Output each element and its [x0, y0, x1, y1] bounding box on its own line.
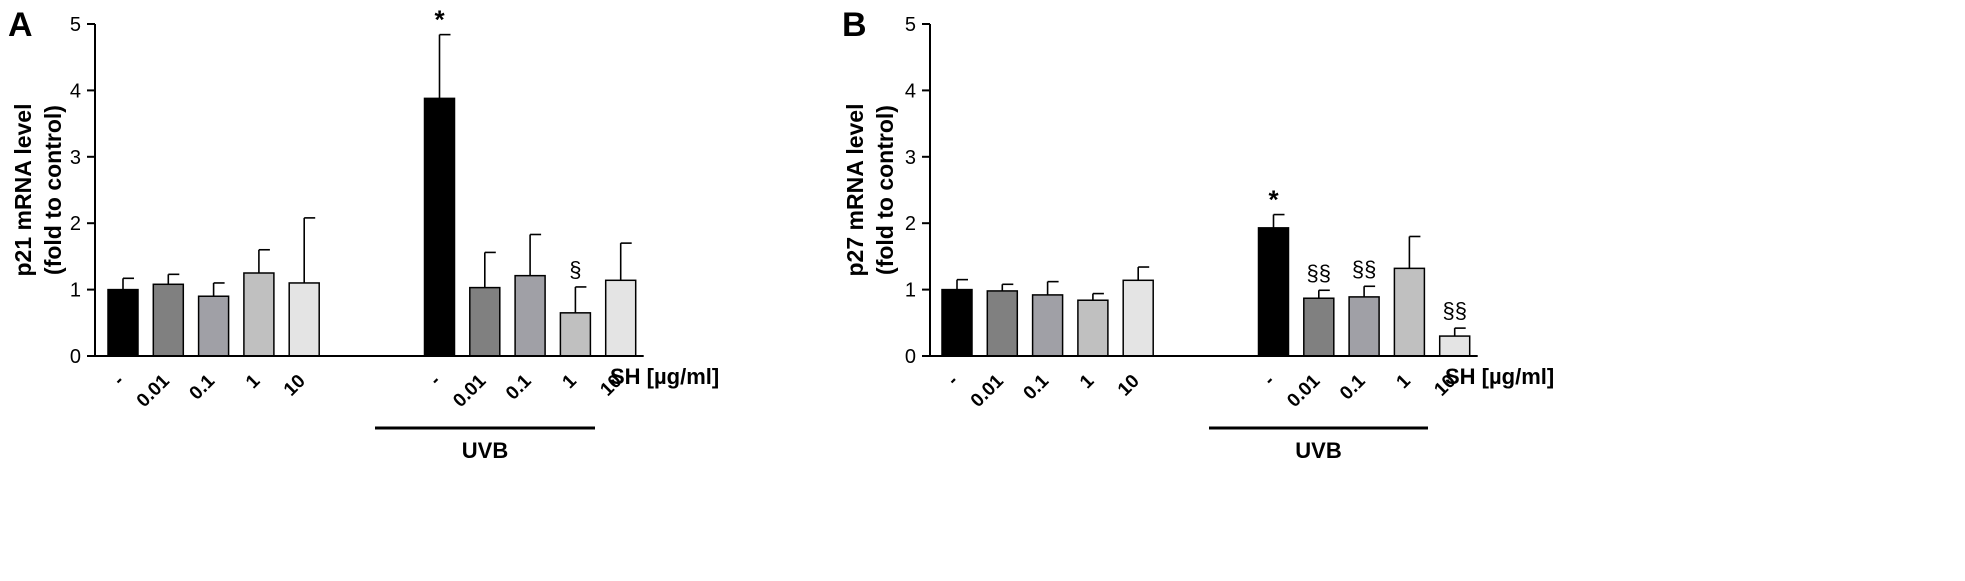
x-tick-label: - — [943, 371, 962, 390]
x-tick-label: 0.1 — [1020, 370, 1054, 404]
bar — [423, 97, 456, 357]
y-tick-label: 5 — [905, 14, 916, 36]
y-tick-label: 1 — [70, 280, 81, 302]
x-tick-label: 10 — [280, 371, 310, 401]
x-tick-label: 0.01 — [1283, 370, 1324, 411]
y-tick-label: 2 — [70, 213, 81, 235]
bar — [1303, 297, 1335, 357]
y-tick-label: 0 — [905, 346, 916, 368]
x-tick-label: 1 — [559, 370, 582, 393]
y-tick-label: 3 — [70, 147, 81, 169]
x-tick-label: - — [426, 371, 445, 390]
bar — [1257, 227, 1290, 357]
x-tick-label: 0.1 — [186, 370, 220, 404]
uvb-group-label: UVB — [462, 438, 508, 463]
x-tick-label: 0.01 — [449, 370, 490, 411]
panel-label: A — [8, 6, 33, 44]
y-axis-label: p21 mRNA level — [10, 104, 36, 277]
y-axis-label: p27 mRNA level — [842, 104, 868, 277]
x-tick-label: 0.1 — [502, 370, 536, 404]
uvb-group-label: UVB — [1295, 438, 1341, 463]
bar — [604, 279, 637, 357]
bar — [288, 282, 320, 357]
x-tick-label: 1 — [1393, 370, 1416, 393]
bar — [986, 290, 1019, 357]
y-tick-label: 1 — [905, 280, 916, 302]
bar — [559, 312, 592, 357]
bar — [1031, 294, 1064, 357]
x-tick-label: - — [109, 371, 128, 390]
significance-star: * — [1268, 185, 1279, 215]
x-tick-label: 1 — [242, 370, 265, 393]
bar — [1077, 299, 1109, 357]
y-axis-label-line2: (fold to control) — [872, 105, 898, 275]
significance-star: * — [434, 5, 445, 35]
bar — [941, 288, 973, 357]
y-tick-label: 2 — [905, 213, 916, 235]
x-tick-label: 0.01 — [133, 370, 174, 411]
bar — [1122, 279, 1154, 357]
significance-mark: §§ — [1352, 256, 1376, 281]
bar — [197, 295, 230, 357]
y-tick-label: 3 — [905, 147, 916, 169]
significance-mark: §§ — [1442, 298, 1466, 323]
bar — [1348, 296, 1380, 357]
x-tick-label: 10 — [1114, 371, 1144, 401]
bar — [1393, 267, 1426, 357]
x-tick-label: 0.1 — [1336, 370, 1370, 404]
y-axis-label-line2: (fold to control) — [40, 105, 66, 275]
x-axis-label: SH [µg/ml] — [1445, 364, 1554, 389]
x-tick-label: 0.01 — [967, 370, 1008, 411]
y-tick-label: 4 — [70, 80, 81, 102]
y-tick-label: 0 — [70, 346, 81, 368]
bar — [469, 286, 501, 357]
y-tick-label: 4 — [905, 80, 916, 102]
x-tick-label: 1 — [1076, 370, 1099, 393]
bar — [107, 288, 139, 357]
bar — [1438, 335, 1471, 357]
bar — [243, 272, 275, 357]
bar — [152, 283, 185, 357]
significance-mark: §§ — [1307, 260, 1331, 285]
x-tick-label: - — [1260, 371, 1279, 390]
significance-mark: § — [569, 257, 581, 282]
panel-label: B — [842, 6, 867, 44]
x-axis-label: SH [µg/ml] — [610, 364, 719, 389]
bar — [514, 274, 546, 357]
y-tick-label: 5 — [70, 14, 81, 36]
